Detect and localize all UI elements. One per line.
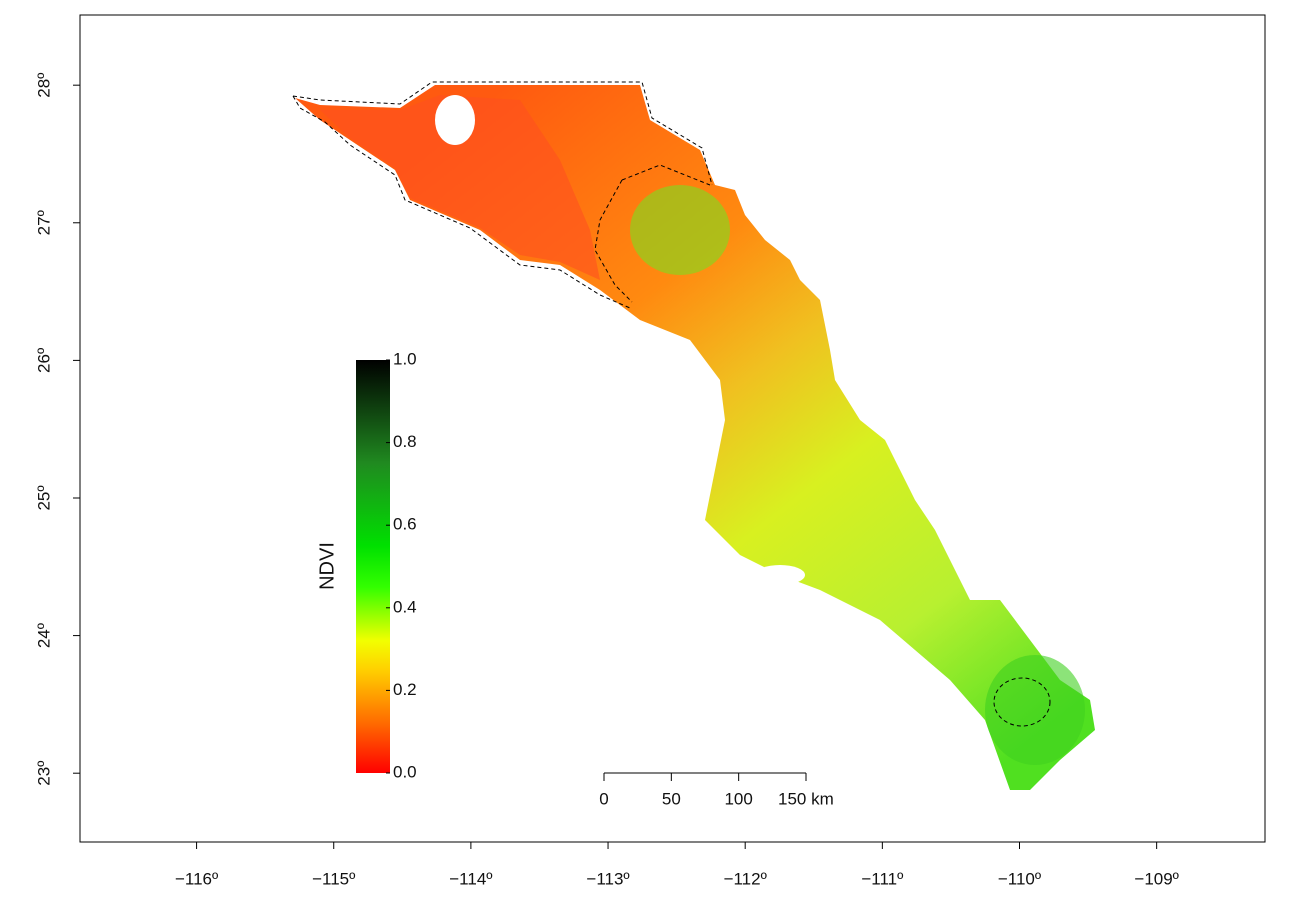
legend-tick-label: 0.8	[393, 432, 417, 451]
vegetated-area	[985, 655, 1085, 765]
vegetated-area	[630, 185, 730, 275]
x-tick-label: −116º	[175, 869, 218, 888]
scale-label: 50	[662, 789, 681, 808]
legend-tick-label: 1.0	[393, 349, 417, 368]
colorbar	[356, 360, 390, 773]
lagoon	[435, 95, 475, 145]
protected-area-outline	[292, 81, 713, 309]
scale-label: 0	[599, 789, 608, 808]
scale-label: 100	[724, 789, 752, 808]
y-tick-label: 23º	[34, 761, 53, 786]
arid-area	[320, 95, 600, 280]
legend-tick-label: 0.6	[393, 515, 417, 534]
legend-tick-label: 0.0	[393, 762, 417, 781]
x-tick-label: −110º	[998, 869, 1041, 888]
plot-frame	[79, 14, 1266, 843]
protected-area-outline	[993, 677, 1051, 727]
x-tick-label: −113º	[586, 869, 629, 888]
legend-tick-label: 0.2	[393, 680, 417, 699]
x-tick-label: −112º	[724, 869, 767, 888]
peninsula	[292, 81, 1095, 790]
y-tick-label: 27º	[34, 210, 53, 235]
y-tick-label: 26º	[34, 348, 53, 373]
y-tick-label: 25º	[34, 485, 53, 510]
y-tick-label: 24º	[34, 623, 53, 648]
y-tick-label: 28º	[34, 73, 53, 98]
x-tick-label: −114º	[449, 869, 492, 888]
x-tick-label: −111º	[861, 869, 903, 888]
protected-area-outline	[594, 164, 711, 303]
legend-title: NDVI	[316, 542, 338, 590]
bay	[755, 565, 805, 585]
scale-label: 150 km	[778, 789, 834, 808]
x-tick-label: −109º	[1134, 869, 1179, 888]
land	[295, 85, 1095, 790]
x-tick-label: −115º	[312, 869, 355, 888]
legend-tick-label: 0.4	[393, 597, 417, 616]
